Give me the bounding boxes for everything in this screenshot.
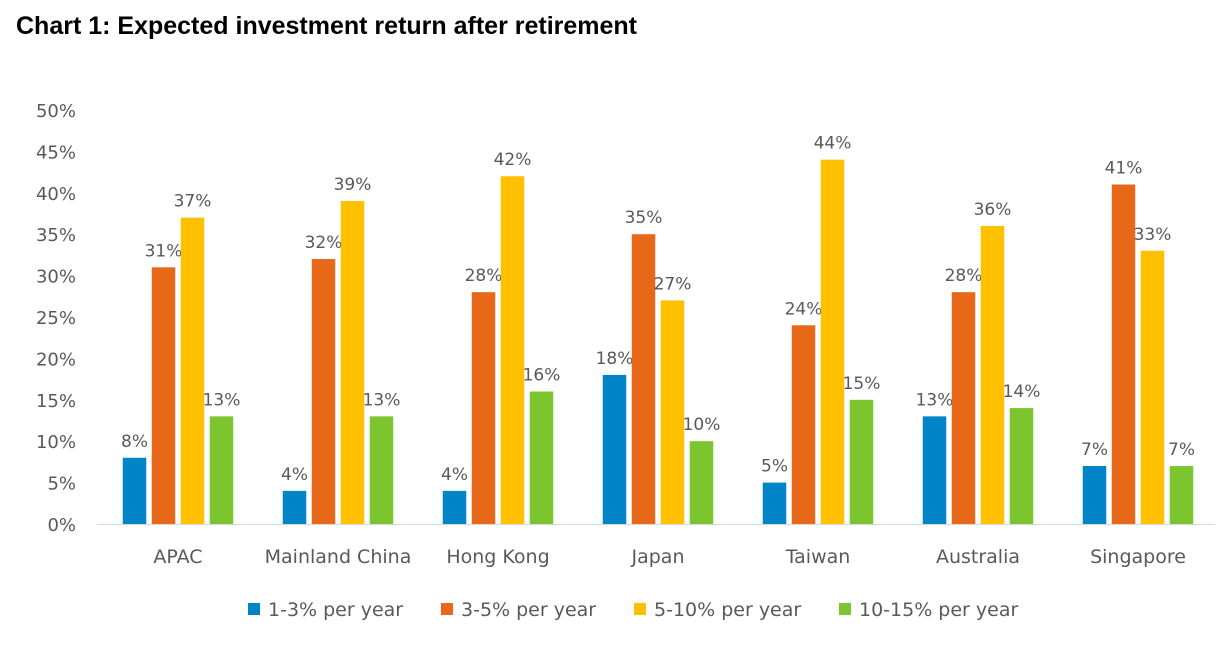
bar [529,391,554,524]
bar [762,482,787,524]
legend-label: 10-15% per year [859,599,1018,621]
y-tick-label: 45% [36,142,76,163]
bar [660,300,685,524]
bar [689,441,714,524]
data-label: 13% [203,390,241,410]
bar [1169,466,1194,524]
legend-swatch [248,603,260,615]
x-category-label: Australia [936,546,1020,568]
data-label: 13% [916,390,954,410]
x-category-label: Singapore [1090,546,1186,568]
data-label: 31% [145,241,183,261]
data-label: 28% [465,266,503,286]
bar [1009,408,1034,524]
legend-label: 1-3% per year [268,599,403,621]
x-category-label: Hong Kong [446,546,549,568]
y-tick-label: 20% [36,349,76,370]
bar [922,416,947,524]
data-label: 4% [281,465,308,485]
bar [602,374,627,524]
x-category-label: APAC [153,546,202,568]
x-category-label: Mainland China [265,546,412,568]
x-category-label: Japan [631,546,685,568]
bar [442,490,467,524]
legend-swatch [839,603,851,615]
data-label: 5% [761,457,788,477]
data-label: 33% [1134,225,1172,245]
y-tick-label: 30% [36,267,76,288]
data-label: 37% [174,192,212,212]
y-tick-label: 25% [36,308,76,329]
bar [180,217,205,524]
bar [1111,184,1136,524]
data-label: 10% [683,415,721,435]
bar [122,457,147,524]
data-label: 4% [441,465,468,485]
bar [631,234,656,524]
y-tick-label: 35% [36,225,76,246]
bar [1082,466,1107,524]
data-label: 41% [1105,159,1143,179]
y-tick-label: 50% [36,101,76,122]
y-tick-label: 5% [47,474,76,495]
data-label: 42% [494,150,532,170]
data-label: 7% [1168,440,1195,460]
data-label: 27% [654,274,692,294]
data-label: 44% [814,134,852,154]
chart-title: Chart 1: Expected investment return afte… [16,12,638,40]
legend-label: 3-5% per year [461,599,596,621]
bar [311,259,336,524]
y-tick-label: 10% [36,432,76,453]
legend-swatch [634,603,646,615]
bar [1140,250,1165,524]
bar [820,159,845,524]
x-category-label: Taiwan [785,546,851,568]
data-label: 8% [121,432,148,452]
data-label: 18% [596,349,634,369]
bar [980,225,1005,525]
data-label: 28% [945,266,983,286]
data-label: 35% [625,208,663,228]
data-label: 16% [523,366,561,386]
y-tick-label: 40% [36,184,76,205]
data-label: 13% [363,390,401,410]
bar [791,325,816,524]
legend-swatch [441,603,453,615]
bar [209,416,234,524]
data-label: 15% [843,374,881,394]
data-label: 14% [1003,382,1041,402]
bar [471,292,496,524]
legend-label: 5-10% per year [654,599,801,621]
bar [340,201,365,524]
bar [849,399,874,524]
data-label: 39% [334,175,372,195]
data-label: 24% [785,299,823,319]
y-tick-label: 15% [36,391,76,412]
bar [151,267,176,524]
y-tick-label: 0% [47,515,76,536]
bar [951,292,976,524]
data-label: 32% [305,233,343,253]
data-label: 7% [1081,440,1108,460]
bar [369,416,394,524]
bar [282,490,307,524]
data-label: 36% [974,200,1012,220]
bar [500,176,525,525]
